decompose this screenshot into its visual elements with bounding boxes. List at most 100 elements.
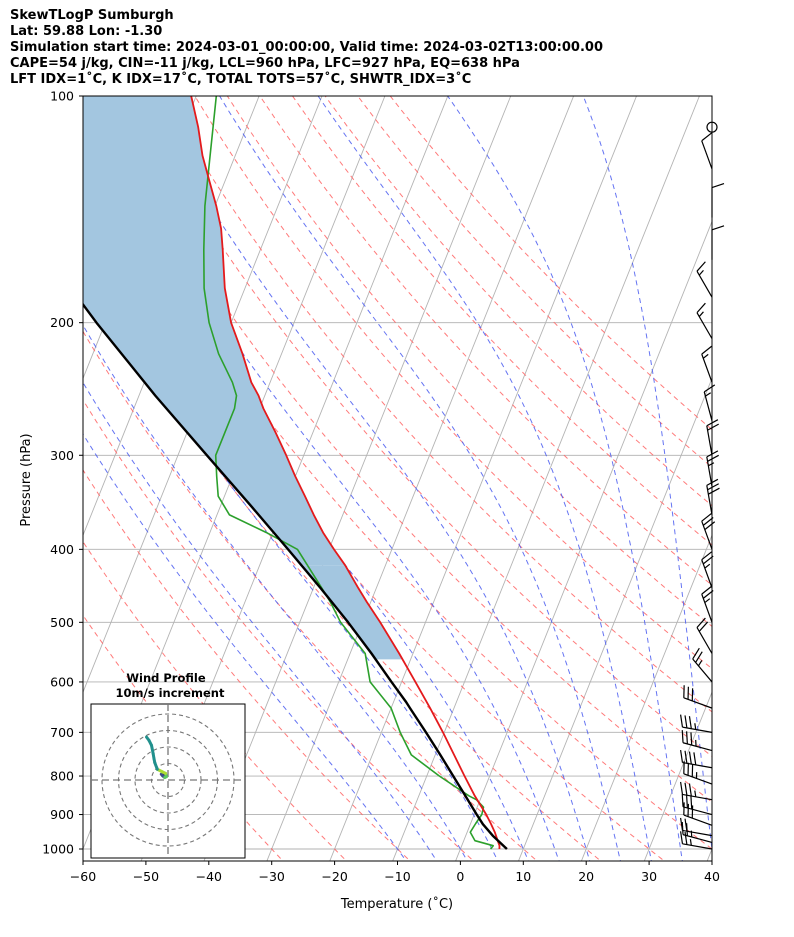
x-tick-label: −50: [133, 869, 159, 884]
hodograph-title: Wind Profile: [126, 671, 206, 685]
indices-line-2: LFT IDX=1˚C, K IDX=17˚C, TOTAL TOTS=57˚C…: [10, 72, 472, 87]
x-tick-label: −40: [196, 869, 222, 884]
wind-barb: [681, 794, 713, 816]
barb-flag: [708, 487, 720, 495]
barb-flag: [681, 730, 684, 743]
location-line: Lat: 59.88 Lon: -1.30: [10, 24, 163, 39]
barb-flag: [701, 585, 713, 595]
barb-flag: [707, 483, 719, 491]
barb-staff: [682, 843, 713, 850]
dry-adiabat: [83, 469, 411, 861]
hodograph-subtitle: 10m/s increment: [116, 686, 225, 700]
barb-staff: [683, 814, 713, 826]
barb-flag: [707, 454, 719, 462]
y-tick-label: 300: [50, 448, 74, 463]
barb-flag: [702, 517, 714, 526]
barb-flag: [711, 182, 725, 189]
wind-barb: [701, 132, 713, 170]
wind-barb: [680, 781, 713, 801]
barb-staff: [696, 270, 713, 298]
barb-half: [694, 790, 697, 797]
barb-flag: [711, 225, 725, 231]
barb-flag: [680, 749, 684, 763]
wind-barb: [680, 831, 713, 850]
isotherm-30: [643, 690, 712, 861]
wind-barb: [692, 647, 713, 683]
hodograph-segment: [145, 735, 151, 742]
isotherm--110: [0, 96, 70, 865]
wind-barb: [681, 730, 713, 752]
barb-flag: [696, 261, 706, 272]
wind-barb: [696, 617, 713, 654]
dry-adiabat: [83, 196, 666, 861]
isotherm-0: [455, 220, 712, 861]
x-tick-label: −20: [321, 869, 347, 884]
isotherm-10: [518, 377, 712, 861]
y-tick-label: 600: [50, 674, 74, 689]
x-tick-label: −10: [384, 869, 410, 884]
barb-flag: [702, 555, 714, 565]
moist-adiabat: [83, 180, 530, 861]
x-tick-label: 0: [456, 869, 464, 884]
moist-adiabat: [83, 433, 407, 861]
barb-staff: [701, 559, 713, 589]
barb-flag: [688, 716, 692, 729]
wind-barb: [701, 585, 714, 623]
y-tick-label: 500: [50, 615, 74, 630]
dry-adiabat: [226, 96, 712, 628]
isotherm--10: [392, 96, 700, 861]
x-tick-label: 10: [515, 869, 531, 884]
barb-flag: [684, 818, 688, 832]
y-tick-label: 700: [50, 725, 74, 740]
barb-staff: [682, 761, 713, 769]
barb-flag: [698, 621, 709, 632]
barb-half: [689, 839, 692, 846]
barb-flag: [706, 419, 719, 427]
barb-staff: [696, 627, 713, 654]
y-tick-label: 1000: [42, 842, 74, 857]
barb-flag: [693, 752, 697, 765]
barb-flag: [686, 795, 688, 808]
isotherm-40: [706, 847, 712, 861]
y-tick-label: 400: [50, 542, 74, 557]
barb-flag: [680, 831, 684, 844]
barb-flag: [684, 782, 688, 796]
chart-title-block: SkewTLogP Sumburgh Lat: 59.88 Lon: -1.30…: [10, 8, 603, 88]
dry-adiabat: [83, 540, 348, 861]
moist-adiabat: [83, 258, 499, 861]
moist-adiabat: [447, 96, 683, 861]
wind-barb: [701, 551, 714, 589]
barb-staff: [703, 391, 713, 421]
barb-flag: [690, 796, 693, 810]
wind-barb: [683, 685, 713, 709]
wind-barb: [680, 817, 713, 837]
barb-flag: [696, 302, 706, 314]
barb-flag: [684, 831, 688, 845]
barb-staff: [682, 726, 713, 733]
profile-lines: [83, 96, 508, 850]
barb-flag: [701, 345, 713, 355]
moist-adiabat: [317, 96, 652, 861]
barb-staff: [701, 353, 713, 383]
dry-adiabat: [324, 96, 712, 507]
barb-half: [697, 660, 703, 667]
barb-flag: [690, 732, 693, 746]
barb-staff: [701, 520, 713, 550]
barb-half: [704, 598, 711, 604]
barb-flag: [688, 751, 692, 765]
barb-staff: [701, 140, 713, 170]
barb-staff: [682, 742, 713, 752]
dry-adiabat: [83, 399, 475, 861]
isotherm-20: [580, 534, 712, 861]
barb-flag: [701, 132, 713, 142]
wind-barb: [680, 749, 713, 769]
y-tick-label: 900: [50, 807, 74, 822]
barb-flag: [701, 551, 713, 561]
dry-adiabat: [129, 96, 712, 757]
indices-line-1: CAPE=54 j/kg, CIN=-11 j/kg, LCL=960 hPa,…: [10, 56, 520, 71]
wind-barb: [680, 714, 713, 733]
barb-half: [704, 563, 711, 569]
axis-ticks: −60 −50 −40 −30 −20 −10 0 10 20 30 40 100 200 300 400 5…: [42, 89, 720, 885]
dry-adiabat: [83, 330, 539, 861]
barb-staff: [683, 773, 713, 785]
